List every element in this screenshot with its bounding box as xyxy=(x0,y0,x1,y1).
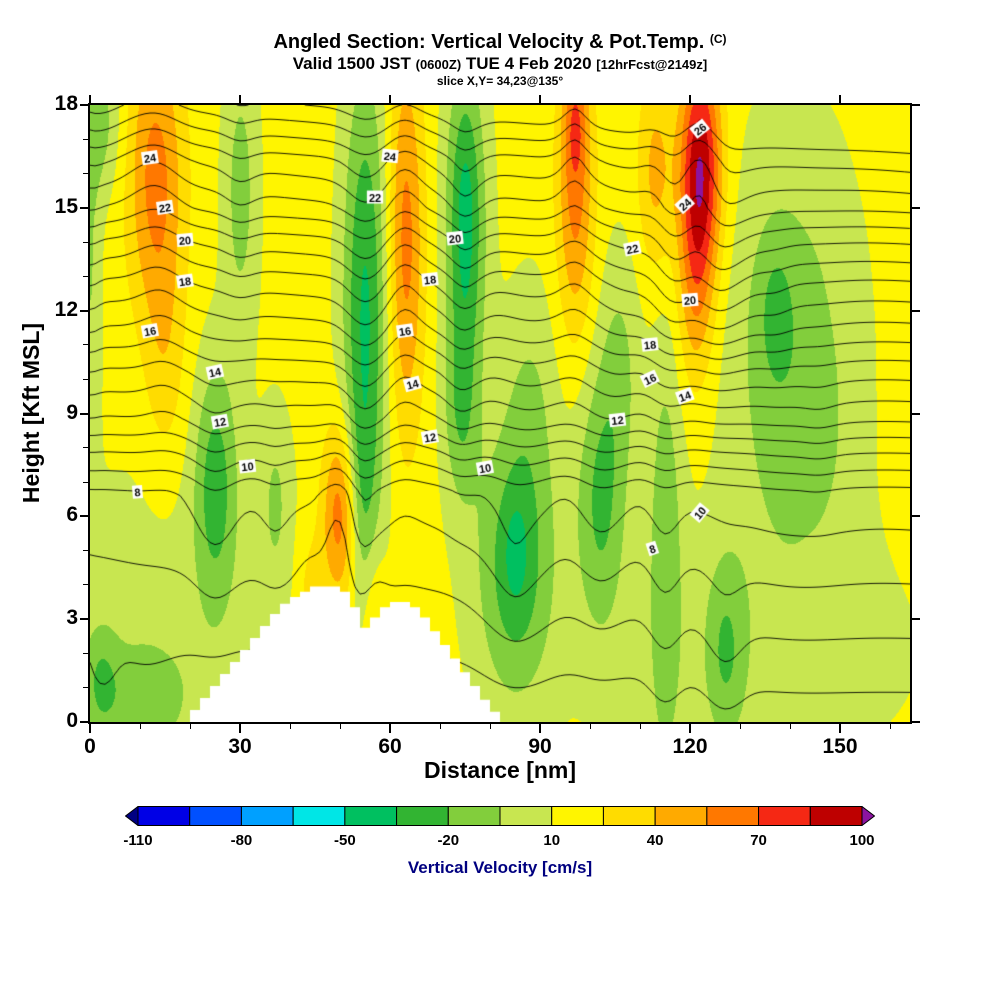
y-major-tick xyxy=(80,515,88,518)
colorbar-tick-label: -110 xyxy=(123,832,153,849)
y-major-tick-right xyxy=(912,412,920,415)
x-minor-tick xyxy=(439,724,441,729)
y-minor-tick xyxy=(83,447,88,449)
x-minor-tick xyxy=(139,724,141,729)
x-minor-tick xyxy=(189,724,191,729)
y-major-tick-right xyxy=(912,309,920,312)
y-major-tick-right xyxy=(912,104,920,106)
subtitle-fcst: [12hrFcst@2149z] xyxy=(596,57,708,72)
x-tick-label: 150 xyxy=(822,735,858,758)
x-major-tick-top xyxy=(539,95,541,103)
y-minor-tick xyxy=(83,481,88,483)
plot-frame xyxy=(88,103,912,724)
y-minor-tick xyxy=(83,584,88,586)
x-tick-label: 120 xyxy=(672,735,708,758)
colorbar-tick-label: 70 xyxy=(750,832,767,849)
y-minor-tick xyxy=(83,652,88,654)
y-minor-tick xyxy=(83,550,88,552)
subtitle-utc: (0600Z) xyxy=(415,57,462,72)
y-minor-tick xyxy=(83,241,88,243)
x-tick-label: 90 xyxy=(528,735,552,758)
x-major-tick-top xyxy=(89,95,91,103)
x-minor-tick xyxy=(889,724,891,729)
x-minor-tick xyxy=(789,724,791,729)
x-minor-tick xyxy=(589,724,591,729)
y-tick-label: 18 xyxy=(54,92,78,115)
contour-plot-canvas xyxy=(90,105,910,722)
x-major-tick xyxy=(839,724,841,733)
colorbar-tick-label: -20 xyxy=(437,832,460,849)
y-tick-label: 15 xyxy=(54,194,78,218)
x-tick-label: 0 xyxy=(84,735,96,758)
y-minor-tick xyxy=(83,378,88,380)
y-major-tick-right xyxy=(912,206,920,209)
x-major-tick-top xyxy=(239,95,241,103)
subtitle-valid: Valid 1500 JST xyxy=(292,54,416,73)
x-major-tick xyxy=(389,724,391,733)
x-axis-title: Distance [nm] xyxy=(423,757,577,783)
x-minor-tick xyxy=(339,724,341,729)
x-minor-tick xyxy=(489,724,491,729)
colorbar-title: Vertical Velocity [cm/s] xyxy=(407,858,593,877)
chart-title-text: Angled Section: Vertical Velocity & Pot.… xyxy=(273,31,705,53)
colorbar xyxy=(124,805,876,827)
y-major-tick-right xyxy=(912,515,920,518)
y-minor-tick xyxy=(83,344,88,346)
y-minor-tick xyxy=(83,173,88,175)
y-tick-label: 0 xyxy=(66,709,78,732)
y-minor-tick xyxy=(83,275,88,277)
x-minor-tick xyxy=(639,724,641,729)
y-tick-label: 3 xyxy=(66,606,78,630)
y-tick-label: 6 xyxy=(66,503,78,527)
x-major-tick-top xyxy=(389,95,391,103)
x-major-tick xyxy=(89,724,91,733)
chart-slice-info: slice X,Y= 34,23@135° xyxy=(436,74,564,88)
colorbar-tick-label: -50 xyxy=(334,832,356,849)
chart-title-unit: (C) xyxy=(709,32,727,46)
colorbar-tick-label: -80 xyxy=(230,832,253,849)
x-tick-label: 60 xyxy=(378,735,402,758)
chart-title: Angled Section: Vertical Velocity & Pot.… xyxy=(0,31,1000,54)
subtitle-date: TUE 4 Feb 2020 xyxy=(461,54,597,73)
x-tick-label: 30 xyxy=(228,735,252,758)
y-tick-label: 12 xyxy=(54,297,78,321)
colorbar-svg xyxy=(124,805,876,827)
y-minor-tick xyxy=(83,687,88,689)
x-major-tick xyxy=(239,724,241,733)
x-minor-tick xyxy=(289,724,291,729)
y-major-tick xyxy=(80,721,88,723)
y-major-tick xyxy=(80,412,88,415)
x-major-tick-top xyxy=(839,95,841,103)
y-major-tick xyxy=(80,206,88,209)
x-minor-tick xyxy=(739,724,741,729)
x-major-tick-top xyxy=(689,95,691,103)
chart-subtitle: Valid 1500 JST (0600Z) TUE 4 Feb 2020 [1… xyxy=(0,54,1000,74)
x-major-tick xyxy=(539,724,541,733)
colorbar-tick-label: 100 xyxy=(849,832,875,849)
y-tick-label: 9 xyxy=(66,400,78,424)
x-major-tick xyxy=(689,724,691,733)
y-major-tick-right xyxy=(912,618,920,621)
y-minor-tick xyxy=(83,138,88,140)
colorbar-tick-label: 40 xyxy=(646,832,664,849)
y-major-tick xyxy=(80,309,88,312)
y-major-tick xyxy=(80,618,88,621)
y-major-tick xyxy=(80,104,88,106)
colorbar-tick-label: 10 xyxy=(543,832,561,849)
y-major-tick-right xyxy=(912,721,920,723)
